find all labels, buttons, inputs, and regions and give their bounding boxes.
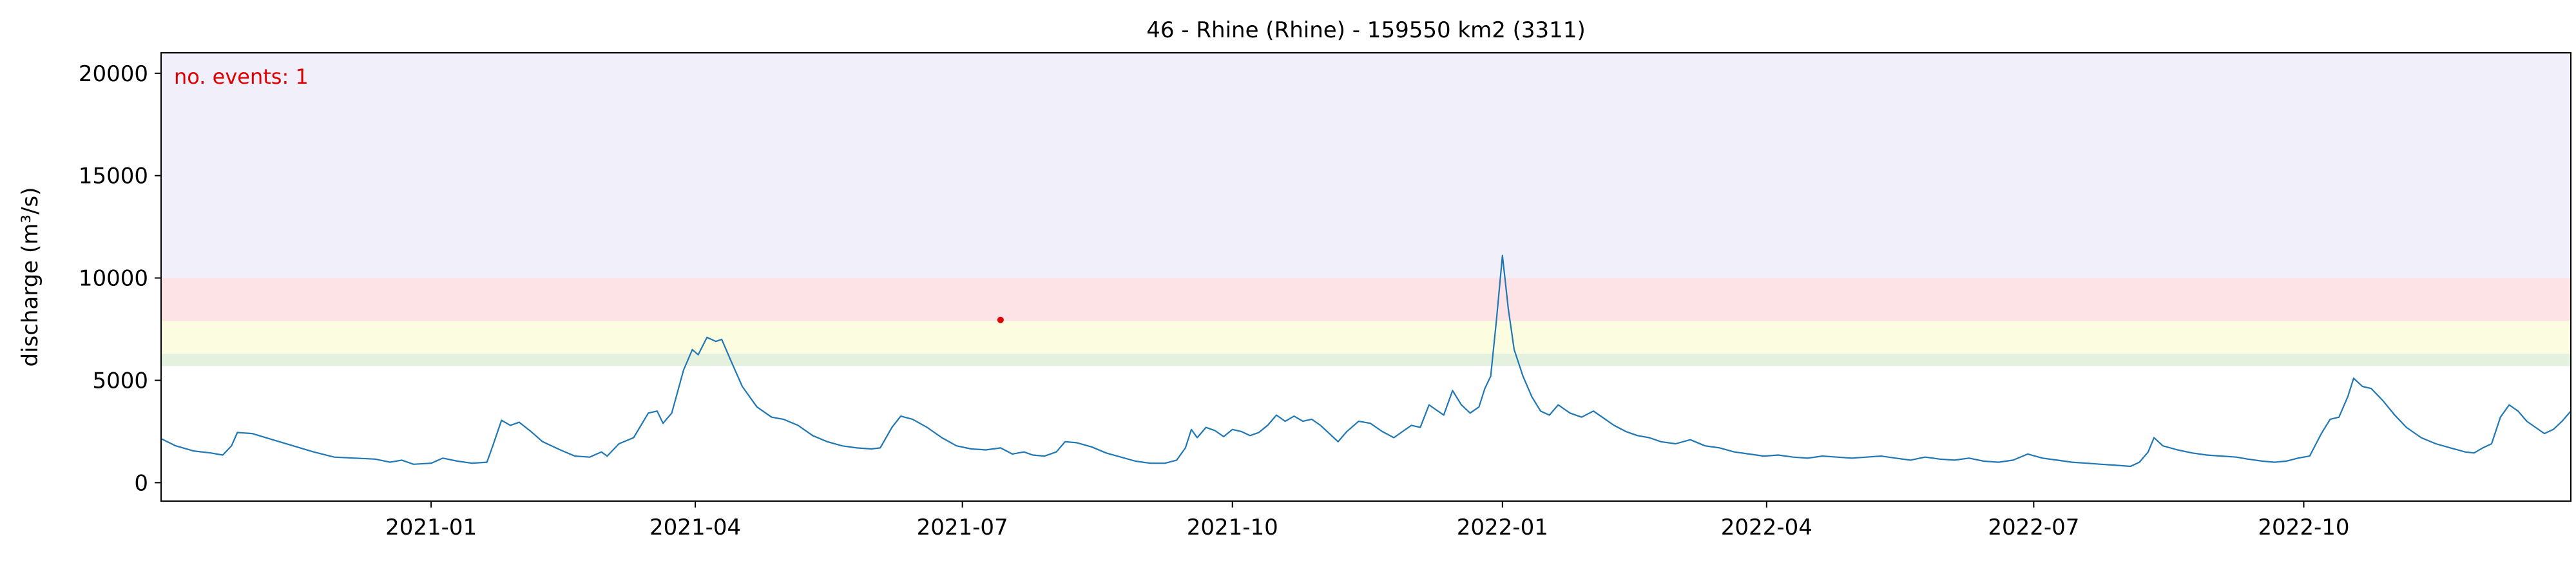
x-tick-label: 2022-10 [2258, 515, 2349, 540]
threshold-band-1 [161, 321, 2571, 354]
x-axis-ticks: 2021-01 2021-04 2021-07 2021-10 2022-01 2022-… [385, 501, 2349, 540]
y-axis-label: discharge (m³/s) [17, 187, 43, 367]
x-tick-label: 2022-04 [1721, 515, 1812, 540]
x-tick-label: 2021-01 [385, 515, 477, 540]
y-tick-label: 10000 [79, 266, 148, 292]
threshold-band-0 [161, 354, 2571, 366]
x-tick-label: 2022-01 [1457, 515, 1548, 540]
series-lines [160, 254, 2571, 468]
threshold-band-2 [161, 278, 2571, 321]
event-marker-0 [997, 316, 1004, 323]
threshold-band-3 [161, 53, 2571, 278]
x-tick-label: 2021-07 [917, 515, 1008, 540]
threshold-bands [161, 53, 2571, 366]
x-tick-label: 2021-10 [1187, 515, 1278, 540]
x-tick-label: 2021-04 [649, 515, 741, 540]
event-markers [997, 316, 1004, 323]
x-tick-label: 2022-07 [1988, 515, 2079, 540]
y-tick-label: 5000 [92, 368, 148, 394]
discharge-series-line [160, 254, 2571, 468]
event-count-annotation: no. events: 1 [174, 64, 309, 89]
plot-frame [160, 52, 2571, 502]
y-tick-label: 15000 [79, 164, 148, 189]
chart-title: 46 - Rhine (Rhine) - 159550 km2 (3311) [1146, 17, 1585, 43]
y-axis-ticks: 0 5000 10000 15000 20000 [79, 61, 161, 496]
y-tick-label: 20000 [79, 61, 148, 87]
y-tick-label: 0 [134, 470, 148, 496]
